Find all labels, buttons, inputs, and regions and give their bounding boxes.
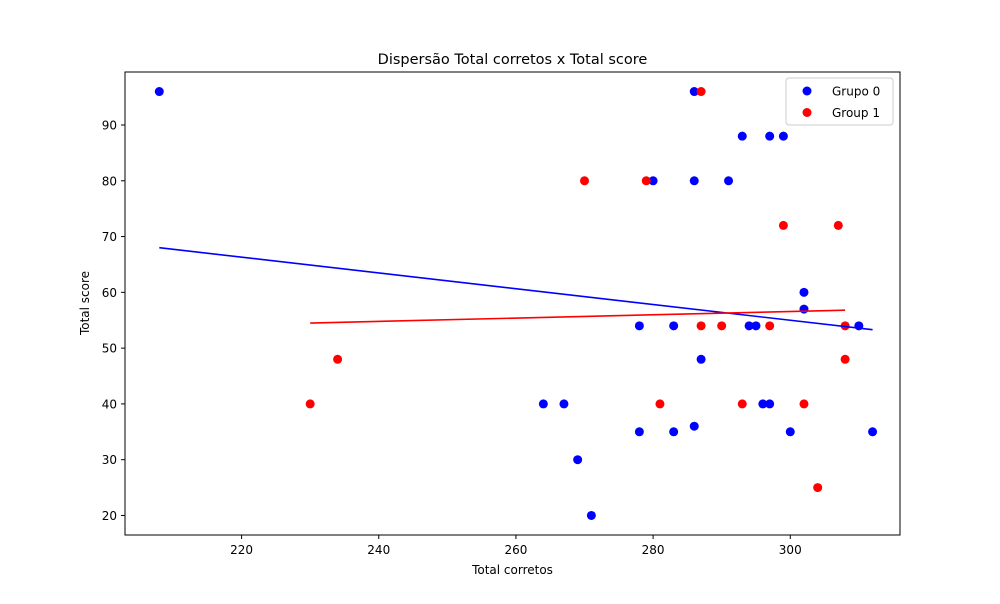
legend-label: Grupo 0 [832,85,880,99]
data-point [586,510,596,520]
legend-label: Group 1 [832,106,880,120]
x-tick-label: 240 [367,543,390,557]
data-point [154,87,164,97]
trend-line [310,309,846,324]
data-point [305,399,315,409]
legend-marker [802,108,812,117]
x-tick-label: 260 [504,543,527,557]
legend-box [785,77,894,126]
y-tick-label: 90 [102,118,117,132]
data-point [833,220,843,230]
data-point [799,399,809,409]
y-tick-label: 50 [102,342,117,356]
data-point [799,287,809,297]
data-point [799,304,809,314]
data-point [785,427,795,437]
data-point [717,321,727,331]
data-point [634,427,644,437]
data-point [813,483,823,493]
x-axis: 220 240 260 280 300 [230,535,802,557]
data-point [696,321,706,331]
y-axis-label: Total score [78,271,92,336]
data-point [778,220,788,230]
plot-frame [124,71,901,536]
trend-line [159,246,873,331]
data-point [689,421,699,431]
data-point [655,399,665,409]
data-point [696,87,706,97]
data-point [648,176,658,186]
data-point [765,399,775,409]
plot-area [124,71,901,536]
x-tick-label: 220 [230,543,253,557]
data-point [689,87,699,97]
data-point [758,399,768,409]
data-point [737,399,747,409]
y-tick-label: 20 [102,509,117,523]
data-point [696,354,706,364]
data-point [669,427,679,437]
data-point [765,321,775,331]
data-point [634,321,644,331]
data-point [669,321,679,331]
data-point [744,321,754,331]
chart-title: Dispersão Total corretos x Total score [378,52,648,68]
legend-marker [802,86,812,96]
y-axis: 20 30 40 50 60 70 80 90 [102,118,125,523]
data-point [580,176,590,186]
y-tick-label: 80 [102,174,117,188]
legend: Grupo 0 Group 1 [785,77,894,126]
data-point [868,427,878,437]
data-point [778,131,788,141]
data-point [751,321,761,331]
x-tick-label: 300 [779,543,802,557]
data-point [333,354,343,364]
data-point [840,354,850,364]
data-point [641,176,651,186]
data-point [573,455,583,465]
data-point [724,176,734,186]
data-point [689,176,699,186]
y-tick-label: 30 [102,453,117,467]
x-tick-label: 280 [642,543,665,557]
y-tick-label: 40 [102,397,117,411]
y-tick-label: 60 [102,286,117,300]
data-point [765,131,775,141]
y-tick-label: 70 [102,230,117,244]
data-point [538,399,548,409]
data-point [559,399,569,409]
x-axis-label: Total corretos [471,563,553,577]
data-point [737,131,747,141]
